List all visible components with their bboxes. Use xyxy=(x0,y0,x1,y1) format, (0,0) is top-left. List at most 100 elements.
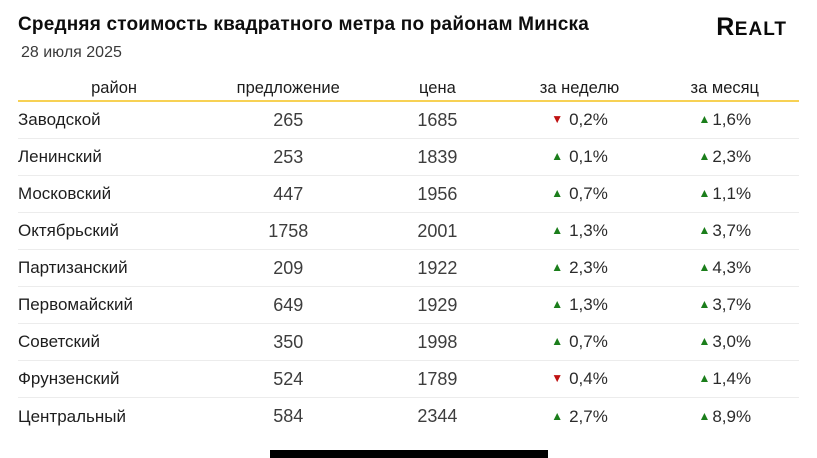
percent-value: 8,9% xyxy=(712,406,752,426)
month-change: ▲ 4,3% xyxy=(651,258,799,278)
table-row: Фрунзенский 524 1789 ▼ 0,4% ▲ 1,4% xyxy=(18,361,799,398)
week-change: ▼ 0,2% xyxy=(508,110,650,130)
month-change: ▲ 3,0% xyxy=(651,332,799,352)
offers-value: 447 xyxy=(273,183,304,204)
week-change: ▼ 0,4% xyxy=(508,369,650,389)
percent-value: 0,7% xyxy=(569,184,608,203)
trend-up-icon: ▲ xyxy=(698,112,711,126)
price-value: 1839 xyxy=(417,146,458,167)
trend-up-icon: ▲ xyxy=(551,223,564,237)
offers-value: 1758 xyxy=(268,220,309,241)
percent-value: 2,7% xyxy=(569,406,608,426)
col-header-offers: предложение xyxy=(236,78,340,97)
col-header-month: за месяц xyxy=(690,78,760,97)
week-change: ▲ 0,7% xyxy=(508,184,650,204)
trend-down-icon: ▼ xyxy=(551,371,564,385)
col-header-week: за неделю xyxy=(539,78,620,97)
percent-value: 3,0% xyxy=(712,332,752,351)
month-change: ▲ 2,3% xyxy=(651,147,799,167)
table-row: Советский 350 1998 ▲ 0,7% ▲ 3,0% xyxy=(18,324,799,361)
table-row: Ленинский 253 1839 ▲ 0,1% ▲ 2,3% xyxy=(18,139,799,176)
offers-value: 253 xyxy=(273,146,304,167)
table-row: Заводской 265 1685 ▼ 0,2% ▲ 1,6% xyxy=(18,102,799,139)
district-name: Центральный xyxy=(18,406,126,426)
price-value: 2344 xyxy=(417,406,458,426)
realt-logo: REALT xyxy=(716,15,787,40)
trend-up-icon: ▲ xyxy=(698,223,711,237)
month-change: ▲ 8,9% xyxy=(651,407,799,427)
home-indicator-bar xyxy=(269,450,548,458)
logo-first-letter: R xyxy=(716,13,735,41)
table-row: Октябрьский 1758 2001 ▲ 1,3% ▲ 3,7% xyxy=(18,213,799,250)
district-name: Фрунзенский xyxy=(18,369,120,388)
trend-up-icon: ▲ xyxy=(551,334,564,348)
price-value: 1789 xyxy=(417,368,458,389)
month-change: ▲ 3,7% xyxy=(651,295,799,315)
percent-value: 2,3% xyxy=(569,258,608,277)
table-row: Партизанский 209 1922 ▲ 2,3% ▲ 4,3% xyxy=(18,250,799,287)
trend-up-icon: ▲ xyxy=(551,408,564,423)
logo-rest-letters: EALT xyxy=(734,19,787,40)
trend-up-icon: ▲ xyxy=(698,186,711,200)
month-change: ▲ 1,6% xyxy=(651,110,799,130)
month-change: ▲ 3,7% xyxy=(651,221,799,241)
percent-value: 0,2% xyxy=(569,110,608,129)
percent-value: 0,4% xyxy=(569,369,608,388)
percent-value: 2,3% xyxy=(712,147,752,166)
month-change: ▲ 1,1% xyxy=(651,184,799,204)
percent-value: 1,3% xyxy=(569,221,608,240)
percent-value: 4,3% xyxy=(712,258,752,277)
price-table: район предложение цена за неделю за меся… xyxy=(18,78,799,435)
offers-value: 350 xyxy=(273,331,304,352)
month-change: ▲ 1,4% xyxy=(651,369,799,389)
offers-value: 209 xyxy=(273,257,304,278)
trend-up-icon: ▲ xyxy=(698,334,711,348)
price-value: 1922 xyxy=(417,257,458,278)
offers-value: 524 xyxy=(273,368,304,389)
price-value: 1956 xyxy=(417,183,458,204)
table-header-row: район предложение цена за неделю за меся… xyxy=(18,78,799,102)
trend-up-icon: ▲ xyxy=(698,149,711,163)
trend-down-icon: ▼ xyxy=(551,112,564,126)
price-value: 2001 xyxy=(417,220,458,241)
district-name: Ленинский xyxy=(18,147,102,166)
district-name: Октябрьский xyxy=(18,221,119,240)
week-change: ▲ 1,3% xyxy=(508,221,650,241)
percent-value: 1,4% xyxy=(712,369,752,388)
table-row: Московский 447 1956 ▲ 0,7% ▲ 1,1% xyxy=(18,176,799,213)
week-change: ▲ 0,7% xyxy=(508,332,650,352)
table-row: Первомайский 649 1929 ▲ 1,3% ▲ 3,7% xyxy=(18,287,799,324)
table-body: Заводской 265 1685 ▼ 0,2% ▲ 1,6% Ленинский… xyxy=(18,102,799,435)
trend-up-icon: ▲ xyxy=(551,186,564,200)
trend-up-icon: ▲ xyxy=(551,297,564,311)
trend-up-icon: ▲ xyxy=(698,260,711,274)
percent-value: 0,1% xyxy=(569,147,608,166)
offers-value: 265 xyxy=(273,109,304,130)
district-name: Московский xyxy=(18,184,112,203)
price-value: 1929 xyxy=(417,294,458,315)
percent-value: 3,7% xyxy=(712,295,752,314)
district-name: Первомайский xyxy=(18,295,133,314)
table-row: Центральный 584 2344 ▲ 2,7% ▲ 8,9% xyxy=(18,398,799,435)
percent-value: 1,1% xyxy=(712,184,752,203)
col-header-district: район xyxy=(91,78,137,97)
col-header-price: цена xyxy=(419,78,456,97)
percent-value: 3,7% xyxy=(712,221,752,240)
percent-value: 0,7% xyxy=(569,332,608,351)
price-value: 1998 xyxy=(417,331,458,352)
trend-up-icon: ▲ xyxy=(551,149,564,163)
week-change: ▲ 0,1% xyxy=(508,147,650,167)
week-change: ▲ 1,3% xyxy=(508,295,650,315)
trend-up-icon: ▲ xyxy=(551,260,564,274)
price-value: 1685 xyxy=(417,109,458,130)
header: Средняя стоимость квадратного метра по р… xyxy=(18,14,787,40)
week-change: ▲ 2,3% xyxy=(508,258,650,278)
date-label: 28 июля 2025 xyxy=(21,44,122,61)
week-change: ▲ 2,7% xyxy=(508,407,650,427)
trend-up-icon: ▲ xyxy=(698,371,711,385)
trend-up-icon: ▲ xyxy=(698,297,711,311)
percent-value: 1,6% xyxy=(712,110,752,129)
offers-value: 584 xyxy=(273,406,304,426)
offers-value: 649 xyxy=(273,294,304,315)
